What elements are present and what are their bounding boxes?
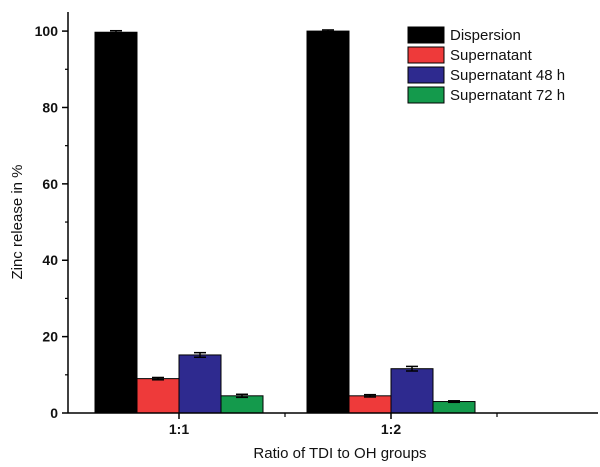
y-tick-label: 0 bbox=[50, 405, 58, 421]
y-tick-label: 40 bbox=[42, 252, 58, 268]
legend-swatch bbox=[407, 26, 445, 44]
legend: Dispersion Supernatant Supernatant 48 h Sup… bbox=[407, 26, 565, 104]
x-tick-label: 1:2 bbox=[381, 421, 401, 437]
legend-swatch bbox=[407, 86, 445, 104]
legend-swatch bbox=[407, 66, 445, 84]
bar bbox=[94, 31, 138, 414]
y-tick-label: 80 bbox=[42, 99, 58, 115]
bar bbox=[306, 30, 350, 414]
ticks-layer: 0 20 40 60 80 100 1:1 1:2 bbox=[35, 23, 498, 437]
y-tick-label: 60 bbox=[42, 176, 58, 192]
bar bbox=[390, 368, 434, 414]
bar bbox=[220, 395, 264, 414]
legend-label: Supernatant bbox=[450, 47, 533, 64]
legend-label: Supernatant 72 h bbox=[450, 87, 565, 104]
legend-label: Supernatant 48 h bbox=[450, 67, 565, 84]
bar bbox=[178, 354, 222, 414]
axes-layer bbox=[67, 12, 598, 414]
x-axis-title: Ratio of TDI to OH groups bbox=[253, 445, 426, 462]
y-tick-label: 100 bbox=[35, 23, 59, 39]
x-tick-label: 1:1 bbox=[169, 421, 189, 437]
legend-swatch bbox=[407, 46, 445, 64]
bar bbox=[348, 395, 392, 414]
bar bbox=[136, 378, 180, 414]
y-axis-title: Zinc release in % bbox=[9, 164, 26, 279]
legend-label: Dispersion bbox=[450, 27, 521, 44]
y-tick-label: 20 bbox=[42, 329, 58, 345]
error-bars-layer bbox=[110, 29, 460, 404]
bar bbox=[432, 401, 476, 414]
